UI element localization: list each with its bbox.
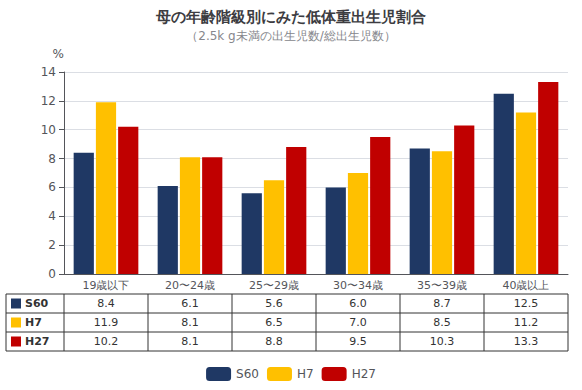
svg-text:10: 10 bbox=[41, 123, 56, 137]
svg-text:4: 4 bbox=[48, 209, 56, 223]
svg-text:H27: H27 bbox=[352, 367, 376, 381]
svg-text:7.0: 7.0 bbox=[349, 316, 367, 329]
svg-text:11.9: 11.9 bbox=[94, 316, 119, 329]
svg-text:母の年齢階級別にみた低体重出生児割合: 母の年齢階級別にみた低体重出生児割合 bbox=[155, 8, 426, 26]
svg-text:0: 0 bbox=[48, 267, 56, 281]
svg-text:12: 12 bbox=[41, 94, 56, 108]
svg-text:%: % bbox=[53, 47, 64, 61]
svg-text:8.7: 8.7 bbox=[433, 297, 451, 310]
svg-text:8.1: 8.1 bbox=[181, 335, 199, 348]
svg-text:6.1: 6.1 bbox=[181, 297, 199, 310]
svg-text:5.6: 5.6 bbox=[265, 297, 283, 310]
svg-text:11.2: 11.2 bbox=[514, 316, 539, 329]
svg-text:35〜39歳: 35〜39歳 bbox=[417, 279, 467, 292]
svg-text:（2.5k g未満の出生児数/総出生児数）: （2.5k g未満の出生児数/総出生児数） bbox=[186, 29, 396, 43]
svg-text:H7: H7 bbox=[297, 367, 314, 381]
svg-text:10.2: 10.2 bbox=[94, 335, 119, 348]
svg-text:30〜34歳: 30〜34歳 bbox=[333, 279, 383, 292]
svg-text:14: 14 bbox=[41, 65, 56, 79]
svg-text:25〜29歳: 25〜29歳 bbox=[249, 279, 299, 292]
svg-text:12.5: 12.5 bbox=[514, 297, 539, 310]
svg-text:9.5: 9.5 bbox=[349, 335, 367, 348]
svg-text:8.5: 8.5 bbox=[433, 316, 451, 329]
svg-text:8.4: 8.4 bbox=[97, 297, 115, 310]
svg-text:20〜24歳: 20〜24歳 bbox=[165, 279, 215, 292]
svg-text:8.8: 8.8 bbox=[265, 335, 283, 348]
svg-text:S60: S60 bbox=[25, 297, 49, 310]
svg-text:13.3: 13.3 bbox=[514, 335, 539, 348]
svg-text:H27: H27 bbox=[25, 335, 50, 348]
svg-text:19歳以下: 19歳以下 bbox=[83, 279, 130, 292]
svg-text:2: 2 bbox=[48, 238, 56, 252]
svg-text:8.1: 8.1 bbox=[181, 316, 199, 329]
svg-text:H7: H7 bbox=[25, 316, 42, 329]
svg-text:6: 6 bbox=[48, 180, 56, 194]
svg-text:10.3: 10.3 bbox=[430, 335, 455, 348]
svg-text:6.5: 6.5 bbox=[265, 316, 283, 329]
svg-text:6.0: 6.0 bbox=[349, 297, 367, 310]
svg-text:8: 8 bbox=[48, 152, 56, 166]
svg-text:S60: S60 bbox=[236, 367, 259, 381]
svg-text:40歳以上: 40歳以上 bbox=[503, 279, 550, 292]
